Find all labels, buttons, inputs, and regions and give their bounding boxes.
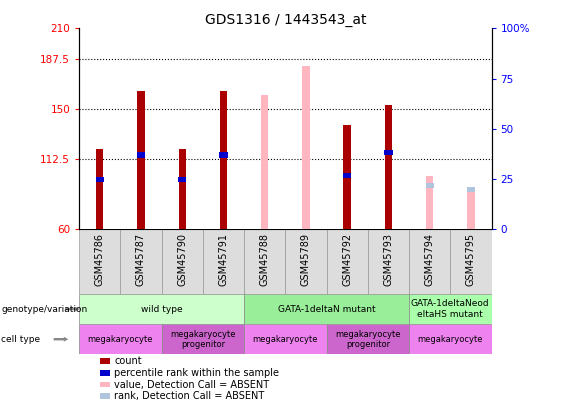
Text: wild type: wild type: [141, 305, 182, 313]
Bar: [368, 229, 409, 294]
Bar: [79, 229, 120, 294]
Bar: [220, 92, 227, 229]
Bar: [95, 177, 104, 181]
Bar: [100, 394, 110, 399]
Text: GATA-1deltaNeod
eltaHS mutant: GATA-1deltaNeod eltaHS mutant: [411, 299, 490, 319]
Bar: [244, 294, 409, 324]
Text: value, Detection Call = ABSENT: value, Detection Call = ABSENT: [114, 379, 270, 390]
Bar: [467, 187, 475, 192]
Bar: [450, 229, 492, 294]
Bar: [162, 324, 244, 354]
Text: megakaryocyte: megakaryocyte: [253, 335, 318, 344]
Text: GSM45793: GSM45793: [384, 232, 393, 286]
Bar: [302, 66, 310, 229]
Bar: [409, 229, 450, 294]
Bar: [343, 173, 351, 178]
Bar: [384, 151, 393, 156]
Text: GSM45790: GSM45790: [177, 232, 187, 286]
Text: GSM45788: GSM45788: [260, 232, 270, 286]
Bar: [178, 177, 186, 181]
Bar: [409, 294, 492, 324]
Text: rank, Detection Call = ABSENT: rank, Detection Call = ABSENT: [114, 391, 264, 401]
Bar: [100, 370, 110, 376]
Bar: [385, 105, 392, 229]
Text: GSM45795: GSM45795: [466, 232, 476, 286]
Bar: [327, 324, 409, 354]
Bar: [162, 229, 203, 294]
Bar: [425, 183, 434, 188]
Title: GDS1316 / 1443543_at: GDS1316 / 1443543_at: [205, 13, 366, 27]
Text: GSM45789: GSM45789: [301, 232, 311, 286]
Text: cell type: cell type: [1, 335, 40, 344]
Bar: [327, 229, 368, 294]
Bar: [285, 229, 327, 294]
Text: percentile rank within the sample: percentile rank within the sample: [114, 368, 279, 378]
Text: megakaryocyte
progenitor: megakaryocyte progenitor: [335, 330, 401, 349]
Text: count: count: [114, 356, 142, 366]
Bar: [79, 294, 244, 324]
Bar: [219, 152, 228, 158]
Text: megakaryocyte: megakaryocyte: [88, 335, 153, 344]
Text: GATA-1deltaN mutant: GATA-1deltaN mutant: [278, 305, 375, 313]
Bar: [409, 324, 492, 354]
Bar: [344, 125, 351, 229]
Bar: [137, 92, 145, 229]
Text: GSM45792: GSM45792: [342, 232, 352, 286]
Bar: [79, 324, 162, 354]
Text: megakaryocyte: megakaryocyte: [418, 335, 483, 344]
Text: genotype/variation: genotype/variation: [1, 305, 88, 313]
Text: GSM45786: GSM45786: [95, 232, 105, 286]
Bar: [137, 152, 145, 158]
Bar: [261, 95, 268, 229]
Bar: [467, 192, 475, 229]
Bar: [120, 229, 162, 294]
Bar: [100, 382, 110, 388]
Bar: [203, 229, 244, 294]
Text: GSM45787: GSM45787: [136, 232, 146, 286]
Bar: [100, 358, 110, 364]
Bar: [96, 149, 103, 229]
Bar: [244, 229, 285, 294]
Text: GSM45794: GSM45794: [425, 232, 434, 286]
Text: GSM45791: GSM45791: [219, 232, 228, 286]
Bar: [179, 149, 186, 229]
Bar: [426, 176, 433, 229]
Bar: [244, 324, 327, 354]
Text: megakaryocyte
progenitor: megakaryocyte progenitor: [170, 330, 236, 349]
